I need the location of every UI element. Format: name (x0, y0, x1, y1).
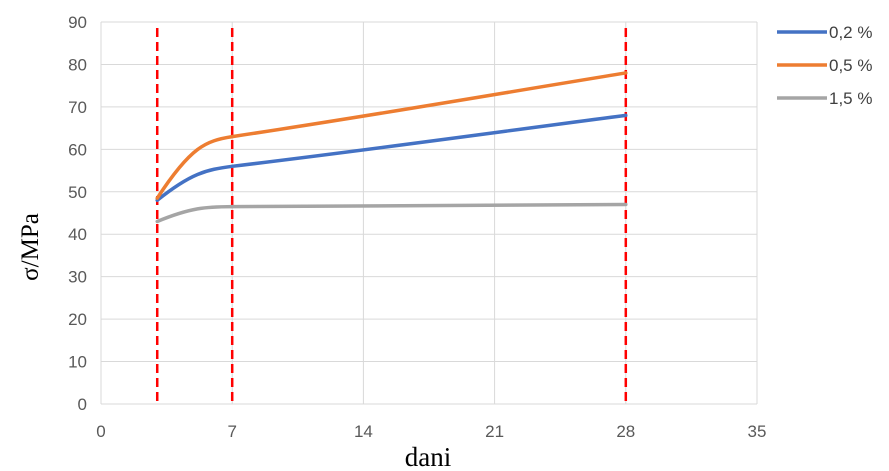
x-tick-label: 7 (227, 422, 236, 441)
series-line (155, 113, 628, 203)
legend-label: 0,2 % (829, 23, 872, 42)
y-tick-label: 80 (68, 55, 87, 74)
grid (100, 21, 758, 405)
y-tick-label: 30 (68, 268, 87, 287)
y-axis-title: σ/MPa (17, 213, 44, 281)
y-tick-label: 50 (68, 183, 87, 202)
y-tick-label: 40 (68, 225, 87, 244)
legend: 0,2 % 0,5 % 1,5 % (777, 23, 872, 108)
x-tick-labels: 0 7 14 21 28 35 (96, 422, 766, 441)
y-tick-labels: 0 10 20 30 40 50 60 70 80 90 (68, 13, 87, 414)
series-lines (155, 71, 628, 224)
x-tick-label: 0 (96, 422, 105, 441)
x-tick-label: 21 (485, 422, 504, 441)
series-line (155, 202, 628, 224)
reference-lines (155, 28, 628, 404)
y-tick-label: 90 (68, 13, 87, 32)
series-line (155, 71, 628, 200)
x-axis-title: dani (405, 442, 452, 471)
y-tick-label: 70 (68, 98, 87, 117)
legend-label: 1,5 % (829, 89, 872, 108)
y-tick-label: 60 (68, 140, 87, 159)
x-tick-label: 28 (616, 422, 635, 441)
y-tick-label: 20 (68, 310, 87, 329)
y-tick-label: 0 (78, 395, 87, 414)
y-tick-label: 10 (68, 353, 87, 372)
x-tick-label: 14 (354, 422, 373, 441)
legend-label: 0,5 % (829, 56, 872, 75)
x-tick-label: 35 (748, 422, 767, 441)
